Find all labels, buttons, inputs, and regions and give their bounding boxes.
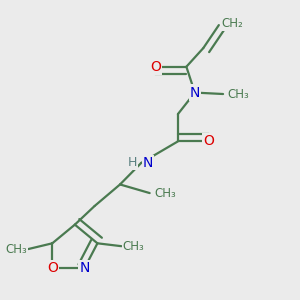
Text: H: H <box>128 156 137 170</box>
Text: O: O <box>203 134 214 148</box>
Text: O: O <box>47 261 58 275</box>
Text: N: N <box>80 261 90 275</box>
Text: N: N <box>190 85 200 100</box>
Text: CH₃: CH₃ <box>5 243 27 256</box>
Text: O: O <box>150 60 161 74</box>
Text: N: N <box>142 156 153 170</box>
Text: CH₂: CH₂ <box>222 17 243 30</box>
Text: CH₃: CH₃ <box>227 88 249 100</box>
Text: CH₃: CH₃ <box>154 187 176 200</box>
Text: CH₃: CH₃ <box>123 240 145 253</box>
